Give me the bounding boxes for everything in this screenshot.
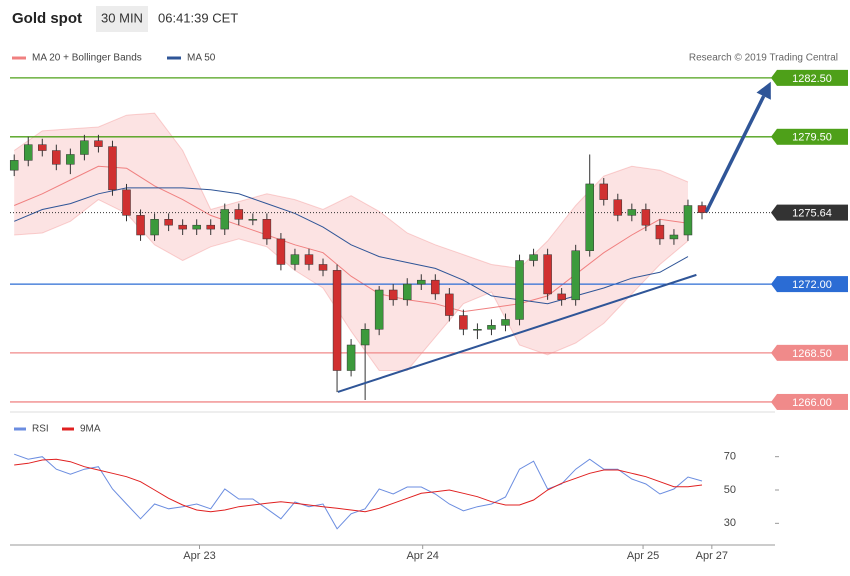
candle-body	[332, 270, 342, 371]
level-label: 1266.00	[792, 397, 832, 409]
candle-body	[402, 283, 412, 301]
candle-body	[487, 325, 496, 330]
level-box	[777, 69, 848, 86]
arrow-shaft	[704, 95, 766, 213]
x-tick-label: Apr 23	[183, 550, 215, 562]
candle-body	[473, 329, 482, 331]
candle-body	[220, 209, 230, 230]
candle-body	[23, 144, 33, 161]
candle-body	[571, 250, 580, 301]
y-tick-label: 70	[724, 451, 736, 463]
candle-body	[459, 315, 468, 330]
level-pointer	[771, 69, 777, 86]
candle-body	[669, 234, 679, 240]
band-upper	[13, 112, 689, 269]
y-tick-label: 50	[724, 484, 736, 496]
candle-body	[431, 279, 440, 295]
level-pointer	[771, 276, 777, 293]
level-pointer	[771, 344, 777, 361]
candle-body	[248, 219, 258, 221]
candle-body	[627, 209, 637, 216]
candle-body	[192, 224, 201, 230]
candle-body	[557, 293, 566, 301]
candle-body	[150, 219, 159, 236]
interval: 30 MIN	[101, 10, 143, 25]
candle-body	[290, 254, 300, 265]
candle-body	[417, 279, 426, 285]
candle-body	[641, 209, 651, 226]
legend-label: 9MA	[80, 424, 101, 435]
candle-body	[501, 319, 510, 326]
candle-body	[515, 260, 524, 320]
level-label: 1272.00	[792, 279, 832, 291]
level-box	[777, 344, 848, 361]
candle-body	[304, 254, 314, 265]
y-tick-label: 30	[724, 517, 736, 529]
candle-body	[543, 254, 552, 295]
level-pointer	[771, 204, 777, 221]
candle-body	[374, 289, 384, 330]
candle-body	[9, 160, 19, 171]
candle-body	[683, 205, 693, 236]
legend-label: MA 50	[187, 53, 216, 64]
candle-body	[38, 144, 47, 151]
candle-body	[52, 150, 61, 165]
candle-body	[388, 289, 398, 301]
candle-body	[206, 224, 215, 230]
candle-body	[108, 146, 117, 191]
arrow-head	[756, 81, 771, 100]
candle-body	[599, 183, 609, 200]
title: Gold spot	[12, 10, 82, 27]
candle-body	[697, 205, 707, 213]
candle-body	[360, 329, 370, 346]
x-tick-label: Apr 27	[696, 550, 728, 562]
level-label: 1268.50	[792, 348, 832, 360]
interval-box	[96, 6, 148, 32]
candle-body	[276, 238, 286, 265]
level-box	[777, 276, 848, 293]
candle-body	[613, 199, 623, 216]
candle-body	[234, 209, 244, 220]
candle-body	[122, 189, 131, 216]
legend-label: MA 20 + Bollinger Bands	[32, 53, 142, 64]
candle-body	[529, 254, 538, 261]
level-label: 1279.50	[792, 132, 832, 144]
level-box	[777, 204, 848, 221]
candle-body	[346, 344, 356, 371]
x-tick-label: Apr 25	[627, 550, 659, 562]
level-label: 1282.50	[792, 73, 832, 85]
candle-body	[262, 219, 272, 240]
level-pointer	[771, 393, 777, 410]
candle-body	[178, 224, 187, 230]
candle-body	[136, 215, 145, 236]
candle-body	[80, 140, 89, 155]
candle-body	[445, 293, 454, 316]
level-label: 1275.64	[792, 208, 832, 220]
time: 06:41:39 CET	[158, 10, 238, 25]
candle-body	[94, 140, 103, 147]
candle-body	[655, 224, 665, 240]
candle-body	[318, 264, 328, 271]
candle-body	[164, 219, 173, 226]
candle-body	[585, 183, 594, 251]
level-box	[777, 128, 848, 145]
level-pointer	[771, 128, 777, 145]
legend-label: RSI	[32, 424, 49, 435]
candle-body	[66, 154, 75, 165]
credit: Research © 2019 Trading Central	[689, 53, 838, 64]
trend-line	[337, 273, 697, 393]
indicator-line	[14, 458, 703, 513]
x-tick-label: Apr 24	[406, 550, 438, 562]
level-box	[777, 393, 848, 410]
